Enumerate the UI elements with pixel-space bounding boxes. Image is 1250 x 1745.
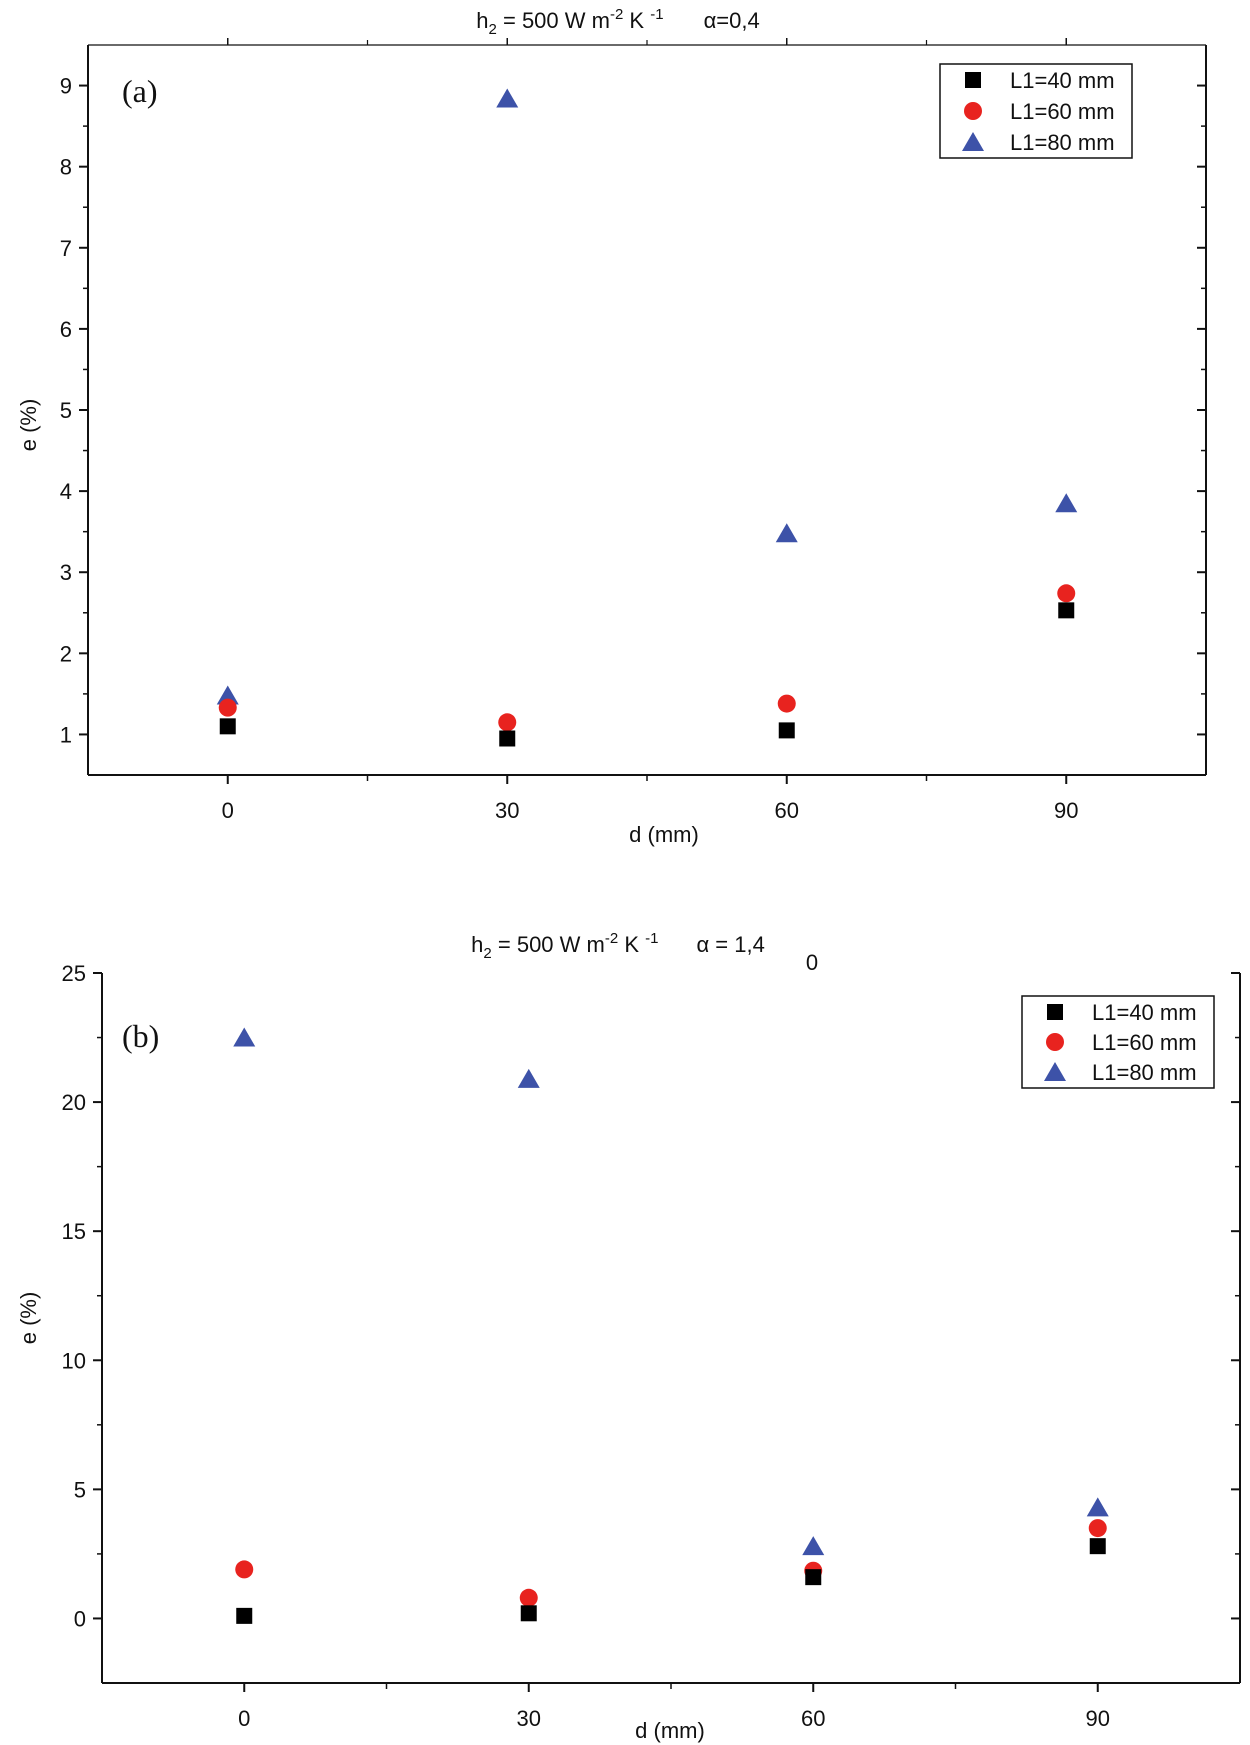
- chart-b-legend-marker-l1-60: [1046, 1033, 1064, 1051]
- chart-a-panel-label: (a): [122, 73, 158, 109]
- chart-b-xtick-label: 90: [1086, 1706, 1110, 1731]
- chart-a-xtick-label: 0: [222, 798, 234, 823]
- chart-a-title: h2 = 500 W m-2 K -1 α=0,4: [476, 6, 759, 38]
- chart-a-legend-marker-l1-80: [962, 132, 984, 151]
- chart-a-point-l1-60: [1057, 584, 1076, 603]
- chart-b-point-l1-60: [519, 1588, 538, 1607]
- chart-b-point-l1-40: [520, 1605, 537, 1622]
- chart-b-marks: [233, 1027, 1109, 1624]
- chart-b-point-l1-60: [1088, 1519, 1107, 1538]
- chart-a-point-l1-80: [496, 88, 519, 108]
- chart-b-legend-l1-60: L1=60 mm: [1092, 1030, 1197, 1055]
- chart-a-point-l1-60: [498, 713, 517, 732]
- chart-a-legend-marker-l1-60: [964, 102, 982, 120]
- chart-b-ytick-label: 15: [62, 1219, 86, 1244]
- chart-b-point-l1-40: [1089, 1538, 1106, 1555]
- chart-b-panel-label: (b): [122, 1018, 159, 1054]
- chart-b-ytick-label: 5: [74, 1477, 86, 1502]
- chart-a-ylabel: e (%): [16, 399, 41, 452]
- chart-b-point-l1-80: [1086, 1497, 1109, 1517]
- chart-b-legend-l1-80: L1=80 mm: [1092, 1060, 1197, 1085]
- chart-b-point-l1-60: [235, 1560, 254, 1579]
- chart-a-ytick-label: 6: [60, 317, 72, 342]
- chart-a-legend-l1-60: L1=60 mm: [1010, 99, 1115, 124]
- chart-b-legend: L1=40 mm L1=60 mm L1=80 mm: [1021, 995, 1215, 1089]
- chart-a-ytick-label: 8: [60, 155, 72, 180]
- chart-b-stray-text: 0: [806, 950, 818, 975]
- chart-a-ytick-label: 7: [60, 236, 72, 261]
- chart-b-ytick-label: 10: [62, 1348, 86, 1373]
- chart-b-xtick-label: 30: [517, 1706, 541, 1731]
- chart-a-ytick-label: 1: [60, 722, 72, 747]
- chart-a-point-l1-80: [216, 685, 239, 705]
- chart-a-legend: L1=40 mm L1=60 mm L1=80 mm: [939, 63, 1133, 159]
- chart-a-legend-markers: [962, 72, 984, 151]
- chart-a-point-l1-60: [777, 694, 796, 713]
- chart-b-point-l1-40: [236, 1607, 253, 1624]
- chart-a-point-l1-40: [219, 718, 236, 735]
- chart-b-tick-labels: 0 5 10 15 20 25 0 30 60 90: [62, 961, 1110, 1731]
- chart-b-point-l1-40: [805, 1569, 822, 1586]
- chart-a-ytick-label: 5: [60, 398, 72, 423]
- chart-a: h2 = 500 W m-2 K -1 α=0,4 (a) e (%) d (mm…: [16, 6, 1207, 847]
- chart-b-ytick-label: 0: [74, 1606, 86, 1631]
- chart-a-ytick-label: 9: [60, 74, 72, 99]
- chart-b: h2 = 500 W m-2 K -1 α = 1,4 0 (b) e (%) d…: [16, 930, 1241, 1743]
- chart-b-point-l1-80: [517, 1068, 540, 1088]
- chart-b-legend-markers: [1044, 1004, 1066, 1081]
- chart-a-marks: [216, 88, 1078, 747]
- chart-b-legend-l1-40: L1=40 mm: [1092, 1000, 1197, 1025]
- chart-b-ytick-label: 20: [62, 1090, 86, 1115]
- chart-a-point-l1-80: [1055, 493, 1078, 513]
- chart-b-ytick-label: 25: [62, 961, 86, 986]
- chart-a-legend-l1-40: L1=40 mm: [1010, 68, 1115, 93]
- chart-b-xtick-label: 0: [238, 1706, 250, 1731]
- chart-b-legend-marker-l1-80: [1044, 1062, 1066, 1081]
- chart-a-axes: [79, 38, 1207, 784]
- chart-b-axes: [93, 972, 1241, 1692]
- chart-a-legend-marker-l1-40: [965, 72, 981, 88]
- chart-b-ylabel: e (%): [16, 1292, 41, 1345]
- chart-a-xlabel: d (mm): [629, 822, 699, 847]
- chart-a-point-l1-40: [1058, 602, 1075, 619]
- chart-b-point-l1-80: [233, 1027, 256, 1047]
- chart-b-legend-marker-l1-40: [1047, 1004, 1063, 1020]
- chart-b-title: h2 = 500 W m-2 K -1 α = 1,4: [471, 930, 765, 962]
- chart-a-legend-l1-80: L1=80 mm: [1010, 130, 1115, 155]
- chart-a-point-l1-80: [775, 523, 798, 543]
- chart-a-point-l1-40: [778, 722, 795, 739]
- chart-a-xtick-label: 60: [775, 798, 799, 823]
- chart-b-point-l1-80: [802, 1536, 825, 1556]
- chart-a-ytick-label: 2: [60, 641, 72, 666]
- chart-a-xtick-label: 90: [1054, 798, 1078, 823]
- chart-a-point-l1-60: [218, 698, 237, 717]
- chart-b-xtick-label: 60: [801, 1706, 825, 1731]
- chart-a-xtick-label: 30: [495, 798, 519, 823]
- chart-b-xlabel: d (mm): [635, 1718, 705, 1743]
- chart-a-ytick-label: 3: [60, 560, 72, 585]
- chart-a-point-l1-40: [499, 730, 516, 747]
- chart-a-ytick-label: 4: [60, 479, 72, 504]
